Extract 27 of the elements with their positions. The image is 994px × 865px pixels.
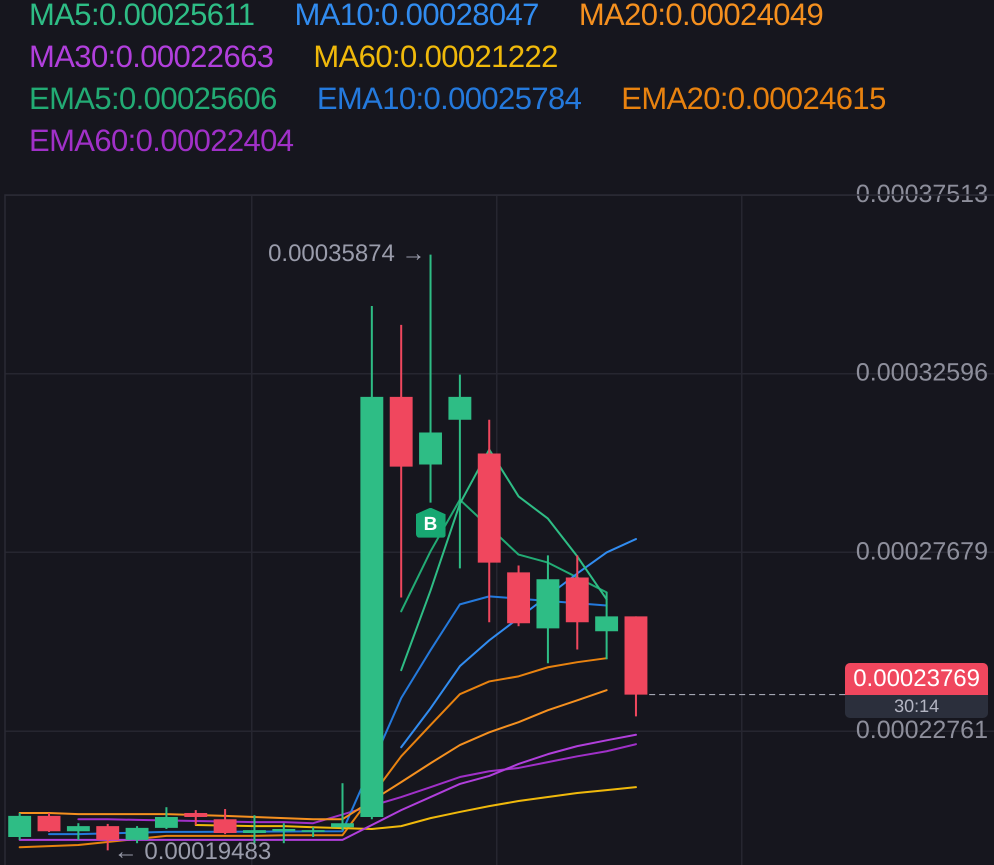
annotation: 0.00035874 → [268, 240, 426, 268]
text: EMA60:0.00022404 [29, 122, 294, 160]
text: 30:14 [845, 694, 988, 718]
text: MA60:0.00021222 [313, 38, 558, 76]
text: EMA5:0.00025606 [29, 80, 277, 118]
text: MA30:0.00022663 [29, 38, 274, 76]
text: EMA10:0.00025784 [316, 80, 582, 118]
text: EMA20:0.00024615 [621, 80, 886, 118]
candlestick [8, 812, 32, 841]
y-tick-label: 0.00032596 [856, 358, 988, 387]
ref-line-label: 0.00023769 [845, 662, 988, 695]
y-tick-label: 0.00022761 [856, 716, 988, 744]
text: MA5:0.00025611 [29, 0, 254, 34]
candlestick [331, 782, 354, 832]
candlestick [214, 808, 237, 836]
candlestick [302, 826, 325, 838]
text: MA20:0.00024049 [578, 0, 824, 34]
y-tick-label: 0.00037513 [856, 180, 988, 208]
candlestick [66, 822, 90, 841]
candlestick [272, 822, 296, 844]
candlestick [184, 809, 208, 826]
candlestick [38, 812, 60, 833]
y-tick-label: 0.00027679 [856, 537, 988, 566]
annotation: ← 0.00019483 [114, 838, 272, 865]
candlestick [96, 822, 120, 852]
candlestick [154, 806, 178, 830]
text: MA10:0.00028047 [294, 0, 539, 34]
